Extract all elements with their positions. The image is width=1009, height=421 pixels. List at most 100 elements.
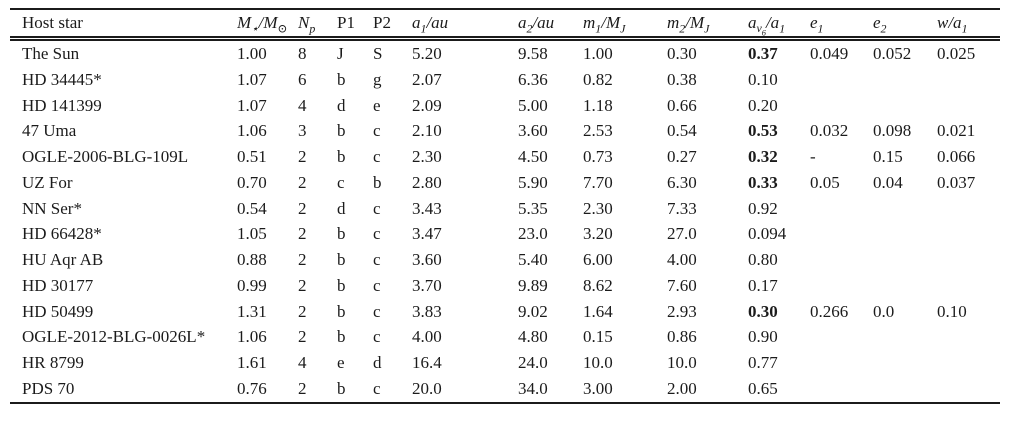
cell-e2 [873, 273, 937, 299]
cell-host: NN Ser* [22, 198, 82, 218]
cell-p1: d [337, 198, 346, 218]
cell-host: UZ For [22, 172, 73, 192]
cell-n_p: 2 [298, 275, 307, 295]
cell-w [937, 196, 1000, 222]
cell-e1: 0.266 [810, 301, 849, 321]
table-row: HD 34445* 1.07 6 b g 2.07 6.36 0.82 0.38 0.10 [10, 67, 1000, 93]
cell-a2: 5.00 [518, 95, 548, 115]
table-header: Host star M⋆/M⊙ Np P1 P2 a1/au a2/au m1/… [10, 9, 1000, 41]
cell-e1 [810, 247, 873, 273]
table-row: UZ For 0.70 2 c b 2.80 5.90 7.70 6.30 0.33 0.05 0.0… [10, 170, 1000, 196]
cell-m2: 7.33 [667, 198, 697, 218]
table-row: NN Ser* 0.54 2 d c 3.43 5.35 2.30 7.33 0.92 [10, 196, 1000, 222]
cell-w: 0.037 [937, 172, 976, 192]
cell-a2: 34.0 [518, 378, 548, 398]
cell-e2 [873, 221, 937, 247]
cell-m1: 3.00 [583, 378, 613, 398]
cell-a1: 3.83 [412, 301, 442, 321]
cell-a2: 23.0 [518, 224, 548, 244]
cell-m_star: 1.61 [237, 353, 267, 372]
cell-e1 [810, 273, 873, 299]
cell-host: HD 30177 [22, 275, 94, 295]
cell-n_p: 3 [298, 121, 307, 141]
cell-a1: 2.07 [412, 69, 442, 89]
cell-w [937, 247, 1000, 273]
col-header-a1: a1/au [412, 9, 518, 41]
cell-m_star: 1.06 [237, 121, 267, 141]
cell-m1: 8.62 [583, 275, 613, 295]
cell-m2: 0.27 [667, 147, 697, 166]
cell-p1: b [337, 224, 346, 244]
cell-m_star: 0.76 [237, 378, 267, 398]
cell-a2: 6.36 [518, 69, 548, 89]
cell-m_star: 0.70 [237, 172, 267, 192]
col-header-m1: m1/MJ [583, 9, 667, 41]
cell-host: HU Aqr AB [22, 250, 104, 269]
cell-a_nu6: 0.80 [748, 250, 778, 269]
cell-e2: 0.15 [873, 147, 903, 166]
cell-a1: 2.09 [412, 95, 442, 115]
cell-m2: 0.86 [667, 327, 697, 347]
cell-p2: c [373, 378, 381, 398]
cell-a_nu6: 0.37 [748, 44, 778, 63]
cell-a2: 5.40 [518, 250, 548, 269]
cell-m1: 2.30 [583, 198, 613, 218]
cell-a2: 3.60 [518, 121, 548, 141]
table-row: HU Aqr AB 0.88 2 b c 3.60 5.40 6.00 4.00 0.80 [10, 247, 1000, 273]
cell-p1: c [337, 172, 345, 192]
cell-e1: 0.032 [810, 121, 849, 141]
col-header-anu6-ratio: aν6/a1 [748, 9, 810, 41]
cell-a1: 4.00 [412, 327, 442, 347]
cell-host: HD 50499 [22, 301, 94, 321]
cell-m2: 10.0 [667, 353, 697, 372]
cell-m2: 0.30 [667, 44, 697, 63]
cell-m1: 2.53 [583, 121, 613, 141]
cell-w [937, 273, 1000, 299]
cell-a_nu6: 0.90 [748, 327, 778, 347]
table-body: The Sun 1.00 8 J S 5.20 9.58 1.00 0.30 0.37 0.049 0… [10, 39, 1000, 403]
cell-a1: 2.80 [412, 172, 442, 192]
cell-a_nu6: 0.65 [748, 378, 778, 398]
cell-a2: 5.35 [518, 198, 548, 218]
cell-m1: 1.64 [583, 301, 613, 321]
cell-a_nu6: 0.094 [748, 224, 787, 244]
cell-p2: c [373, 147, 381, 166]
cell-w [937, 221, 1000, 247]
cell-a1: 5.20 [412, 44, 442, 63]
cell-host: The Sun [22, 44, 80, 63]
cell-p2: c [373, 198, 381, 218]
cell-m_star: 1.31 [237, 301, 267, 321]
cell-a1: 3.43 [412, 198, 442, 218]
cell-host: HD 66428* [22, 224, 102, 244]
cell-a2: 5.90 [518, 172, 548, 192]
cell-m2: 4.00 [667, 250, 697, 269]
host-star-table: Host star M⋆/M⊙ Np P1 P2 a1/au a2/au m1/… [10, 8, 1000, 404]
cell-m1: 0.15 [583, 327, 613, 347]
cell-m2: 6.30 [667, 172, 697, 192]
cell-w [937, 324, 1000, 350]
cell-m2: 27.0 [667, 224, 697, 244]
cell-a2: 9.58 [518, 44, 548, 63]
cell-m_star: 1.07 [237, 69, 267, 89]
cell-a1: 3.70 [412, 275, 442, 295]
cell-e2: 0.04 [873, 172, 903, 192]
col-header-a2: a2/au [518, 9, 583, 41]
cell-e2: 0.0 [873, 301, 895, 321]
cell-p1: b [337, 69, 346, 89]
cell-m1: 1.00 [583, 44, 613, 63]
table-row: HR 8799 1.61 4 e d 16.4 24.0 10.0 10.0 0.77 [10, 350, 1000, 376]
cell-a2: 24.0 [518, 353, 548, 372]
cell-e2 [873, 350, 937, 376]
cell-w: 0.066 [937, 147, 976, 166]
cell-p2: b [373, 172, 382, 192]
cell-host: HD 34445* [22, 69, 102, 89]
header-row: Host star M⋆/M⊙ Np P1 P2 a1/au a2/au m1/… [10, 9, 1000, 41]
cell-m1: 10.0 [583, 353, 613, 372]
cell-m1: 0.73 [583, 147, 613, 166]
cell-m_star: 1.06 [237, 327, 267, 347]
cell-p2: S [373, 44, 383, 63]
cell-e1 [810, 324, 873, 350]
cell-n_p: 6 [298, 69, 307, 89]
col-header-p1: P1 [337, 9, 373, 41]
cell-a_nu6: 0.77 [748, 353, 778, 372]
